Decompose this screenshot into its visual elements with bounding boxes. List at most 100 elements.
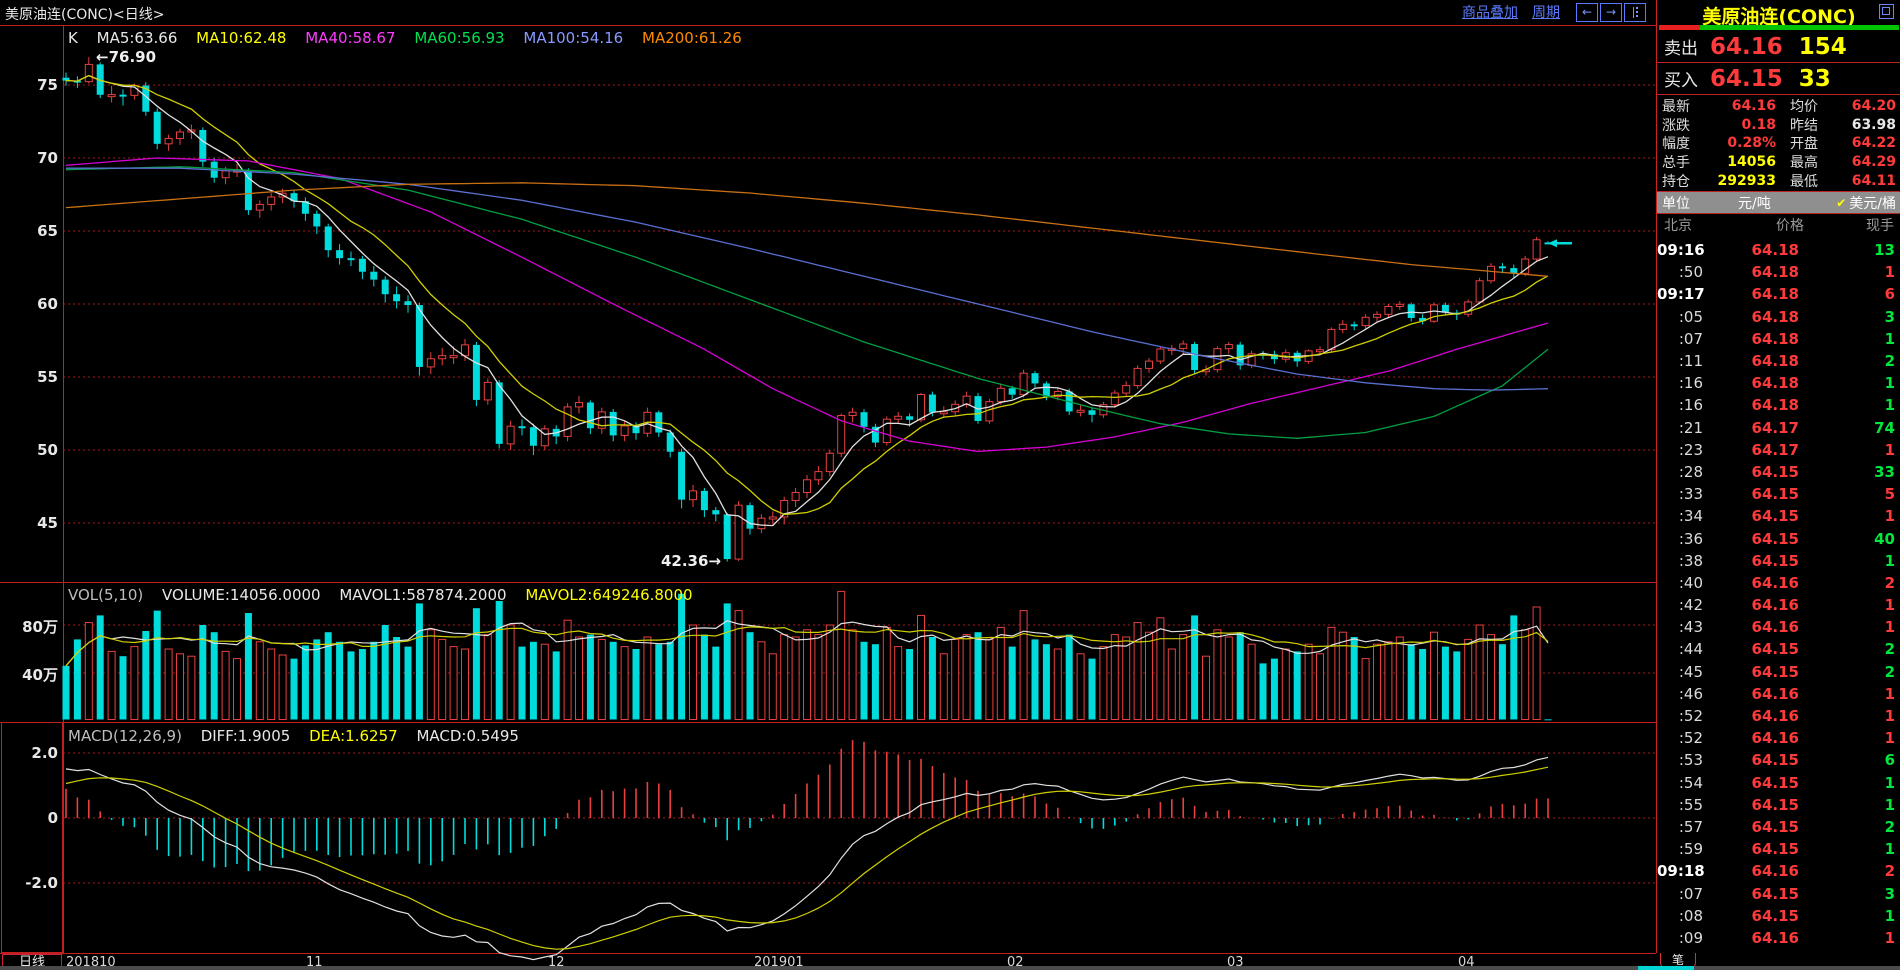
tape-lots: 74: [1874, 418, 1895, 437]
tape-price: 64.15: [1751, 529, 1799, 548]
scrollbar-thumb[interactable]: [1638, 966, 1694, 970]
tape-col-lots: 现手: [1866, 218, 1894, 234]
tape-time: :55: [1678, 795, 1703, 814]
tape-row: :43 64.16 1: [1657, 616, 1900, 638]
tape-row: :23 64.17 1: [1657, 439, 1900, 461]
stat-label: 最新: [1662, 99, 1690, 116]
tape-col-time: 北京: [1664, 218, 1692, 234]
maximize-icon[interactable]: [1879, 4, 1894, 19]
tape-row: :34 64.15 1: [1657, 505, 1900, 527]
ask-row[interactable]: 卖出 64.16 154: [1657, 31, 1900, 63]
stat-label: 均价: [1790, 99, 1818, 116]
time-sales-list[interactable]: 09:16 64.18 13:50 64.18 1 09:17 64.18 6:05 64.18…: [1657, 239, 1900, 949]
stat-value: 64.16: [1731, 98, 1776, 115]
stat-label: 最高: [1790, 155, 1818, 172]
tape-price: 64.18: [1751, 307, 1799, 326]
prev-arrow-icon[interactable]: ←: [1576, 2, 1598, 22]
bid-row[interactable]: 买入 64.15 33: [1657, 63, 1900, 95]
y-axis-label: 2.0: [31, 744, 58, 762]
tape-row: :53 64.15 6: [1657, 749, 1900, 771]
tape-price: 64.18: [1751, 263, 1799, 282]
stats-row: 幅度 0.28% 开盘 64.22: [1657, 134, 1900, 153]
unit-selector-row[interactable]: 单位 元/吨 ✔ 美元/桶: [1657, 191, 1900, 214]
tile-windows-icon[interactable]: [1624, 2, 1646, 22]
legend-ma40: MA40:58.67: [305, 29, 396, 47]
tape-header: 北京 价格 现手: [1657, 214, 1900, 236]
legend-volume: VOLUME:14056.0000: [162, 586, 321, 604]
tape-lots: 1: [1884, 374, 1895, 393]
tape-lots: 40: [1874, 529, 1895, 548]
tape-price: 64.18: [1751, 374, 1799, 393]
tape-time: 09:17: [1657, 285, 1705, 304]
tape-row: :07 64.15 3: [1657, 882, 1900, 904]
stat-label: 昨结: [1790, 117, 1818, 134]
tape-time: :05: [1678, 307, 1703, 326]
tape-row: 09:17 64.18 6: [1657, 283, 1900, 305]
tape-price: 64.15: [1751, 551, 1799, 570]
tape-row: :21 64.17 74: [1657, 417, 1900, 439]
tape-time: :34: [1678, 507, 1703, 526]
stat-label: 持仓: [1662, 173, 1690, 190]
stats-row: 最新 64.16 均价 64.20: [1657, 97, 1900, 116]
y-axis-label: 75: [37, 76, 58, 94]
tape-row: :52 64.16 1: [1657, 727, 1900, 749]
tape-price: 64.18: [1751, 396, 1799, 415]
tape-row: :05 64.18 3: [1657, 306, 1900, 328]
tape-price: 64.16: [1751, 684, 1799, 703]
tape-price: 64.15: [1751, 884, 1799, 903]
tape-row: :33 64.15 5: [1657, 483, 1900, 505]
legend-ma10: MA10:62.48: [196, 29, 287, 47]
stat-label: 开盘: [1790, 136, 1818, 153]
top-bar-actions: 商品叠加 周期 ← →: [1462, 2, 1646, 22]
y-axis-label: -2.0: [25, 874, 58, 892]
stats-row: 涨跌 0.18 昨结 63.98: [1657, 116, 1900, 135]
tape-time: :38: [1678, 551, 1703, 570]
horizontal-scrollbar[interactable]: [0, 966, 1900, 970]
tape-price: 64.15: [1751, 840, 1799, 859]
tape-price: 64.16: [1751, 618, 1799, 637]
tape-row: :36 64.15 40: [1657, 527, 1900, 549]
legend-vol-name: VOL(5,10): [68, 586, 144, 604]
tape-time: :44: [1678, 640, 1703, 659]
legend-ma60: MA60:56.93: [414, 29, 505, 47]
stat-label: 幅度: [1662, 136, 1690, 153]
tape-time: 09:16: [1657, 241, 1705, 260]
tape-time: :36: [1678, 529, 1703, 548]
unit-option-yuan[interactable]: 元/吨: [1738, 195, 1771, 212]
tape-lots: 1: [1884, 396, 1895, 415]
legend-ma200: MA200:61.26: [642, 29, 742, 47]
tape-time: :28: [1678, 462, 1703, 481]
tape-price: 64.16: [1751, 928, 1799, 947]
tape-time: :33: [1678, 485, 1703, 504]
overlay-symbols-link[interactable]: 商品叠加: [1462, 5, 1518, 21]
tape-time: :07: [1678, 329, 1703, 348]
legend-ma100: MA100:54.16: [523, 29, 624, 47]
tape-row: :50 64.18 1: [1657, 261, 1900, 283]
tape-price: 64.16: [1751, 596, 1799, 615]
next-arrow-icon[interactable]: →: [1600, 2, 1622, 22]
unit-option-usd[interactable]: 美元/桶: [1849, 195, 1896, 212]
tape-time: :45: [1678, 662, 1703, 681]
tape-lots: 6: [1884, 751, 1895, 770]
y-axis-label: 40万: [22, 666, 58, 684]
tape-row: :46 64.16 1: [1657, 683, 1900, 705]
tape-price: 64.15: [1751, 662, 1799, 681]
tape-row: :55 64.15 1: [1657, 794, 1900, 816]
legend-macd-value: MACD:0.5495: [416, 727, 519, 745]
period-link[interactable]: 周期: [1532, 5, 1560, 21]
ask-lots: 154: [1798, 33, 1847, 60]
tape-price: 64.15: [1751, 462, 1799, 481]
tape-lots: 1: [1884, 263, 1895, 282]
tape-lots: 2: [1884, 573, 1895, 592]
tape-lots: 1: [1884, 795, 1895, 814]
legend-macd-name: MACD(12,26,9): [68, 727, 182, 745]
quote-stats: 最新 64.16 均价 64.20 涨跌 0.18 昨结 63.98 幅度 0.…: [1657, 97, 1900, 190]
tape-price: 64.15: [1751, 795, 1799, 814]
top-bar: 美原油连(CONC)<日线> 商品叠加 周期 ← →: [0, 0, 1656, 25]
tape-row: :16 64.18 1: [1657, 372, 1900, 394]
tape-time: :11: [1678, 352, 1703, 371]
tape-price: 64.17: [1751, 440, 1799, 459]
main-chart-legend: K MA5:63.66 MA10:62.48 MA40:58.67 MA60:5…: [68, 29, 756, 47]
